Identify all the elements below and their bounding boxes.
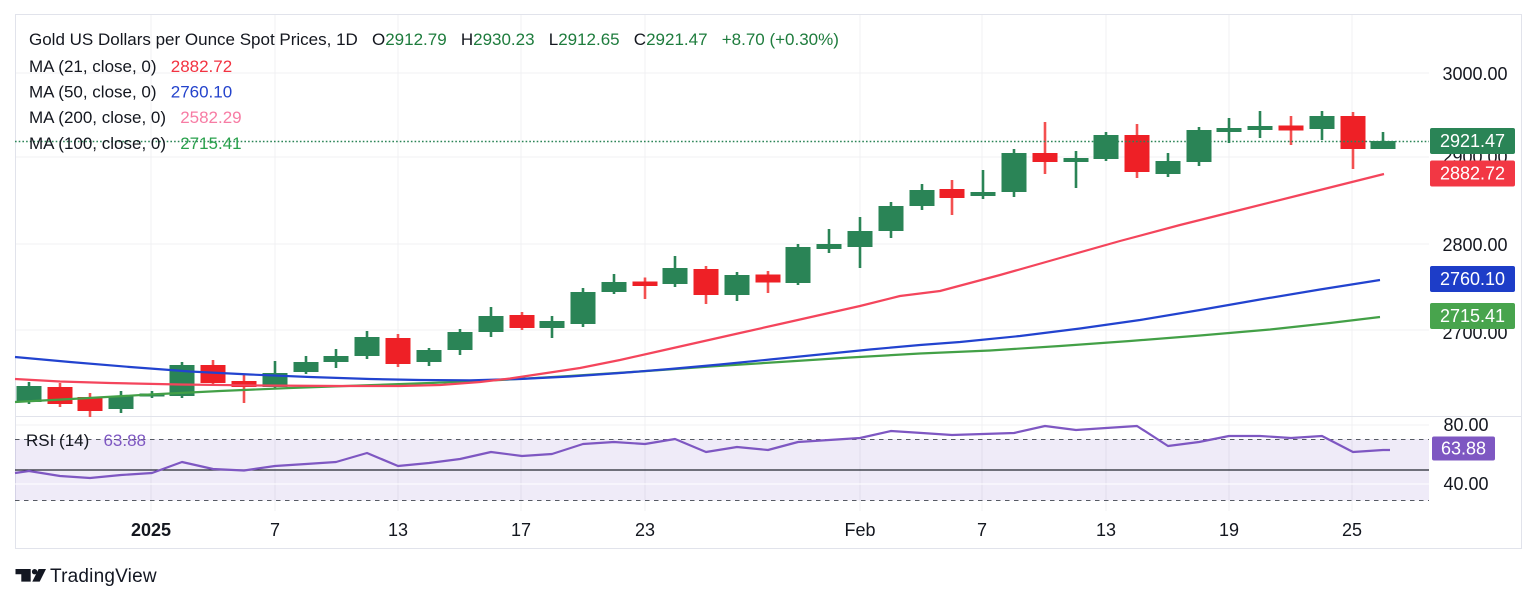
svg-text:40.00: 40.00 [1443,474,1488,494]
svg-text:7: 7 [270,520,280,540]
svg-text:63.88: 63.88 [1441,439,1486,459]
svg-text:2800.00: 2800.00 [1442,235,1507,255]
svg-text:MA (100, close, 0) 2715.41: MA (100, close, 0) 2715.41 [29,134,242,153]
svg-text:3000.00: 3000.00 [1442,64,1507,84]
svg-text:13: 13 [1096,520,1116,540]
svg-text:TradingView: TradingView [50,566,157,587]
svg-text:RSI (14) 63.88: RSI (14) 63.88 [26,431,146,450]
svg-text:MA (50, close, 0) 2760.10: MA (50, close, 0) 2760.10 [29,83,232,102]
svg-text:80.00: 80.00 [1443,415,1488,435]
svg-text:19: 19 [1219,520,1239,540]
svg-text:17: 17 [511,520,531,540]
svg-text:2715.41: 2715.41 [1440,306,1505,326]
svg-text:2921.47: 2921.47 [1440,131,1505,151]
svg-text:Feb: Feb [844,520,875,540]
svg-text:MA (200, close, 0) 2582.29: MA (200, close, 0) 2582.29 [29,108,242,127]
svg-text:7: 7 [977,520,987,540]
svg-text:2760.10: 2760.10 [1440,269,1505,289]
svg-text:2025: 2025 [131,520,171,540]
svg-text:13: 13 [388,520,408,540]
svg-text:2882.72: 2882.72 [1440,164,1505,184]
svg-text:Gold US Dollars per Ounce Spot: Gold US Dollars per Ounce Spot Prices, 1… [29,30,839,49]
svg-text:23: 23 [635,520,655,540]
svg-text:MA (21, close, 0) 2882.72: MA (21, close, 0) 2882.72 [29,57,232,76]
svg-text:25: 25 [1342,520,1362,540]
